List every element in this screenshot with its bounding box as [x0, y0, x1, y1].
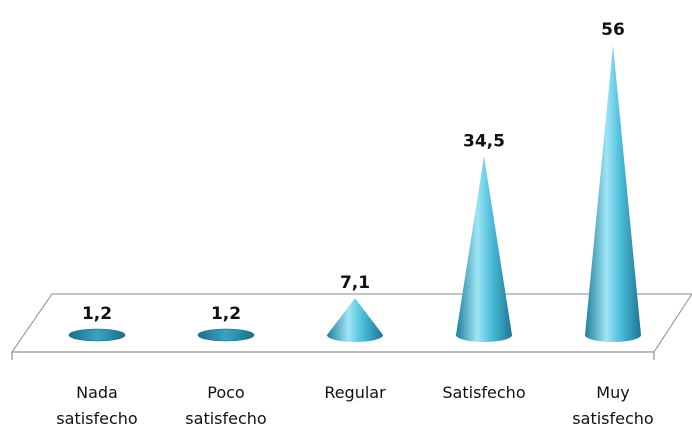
data-label: 1,2 [211, 304, 241, 324]
category-label: Satisfecho [442, 383, 525, 402]
data-label: 56 [601, 20, 625, 40]
cone-mark [327, 298, 383, 342]
cone-mark [197, 328, 255, 342]
cone-mark [585, 45, 641, 342]
cone-body [327, 298, 383, 342]
cone-base [68, 328, 126, 342]
category-label: Muy satisfecho [572, 383, 653, 428]
category-label: Nada satisfecho [56, 383, 137, 428]
category-label: Poco satisfecho [185, 383, 266, 428]
data-label: 1,2 [82, 304, 112, 324]
data-label: 7,1 [340, 273, 370, 293]
cone-mark [68, 328, 126, 342]
cone-body [585, 45, 641, 342]
data-labels: 1,2 1,2 7,1 34,5 56 [82, 20, 625, 324]
data-label: 34,5 [463, 131, 505, 151]
cone-base [197, 328, 255, 342]
cone-body [456, 156, 512, 342]
cone-mark [456, 156, 512, 342]
category-label: Regular [324, 383, 386, 402]
cone-series [68, 45, 641, 342]
category-labels: Nada satisfecho Poco satisfecho Regular Satis… [56, 383, 653, 428]
